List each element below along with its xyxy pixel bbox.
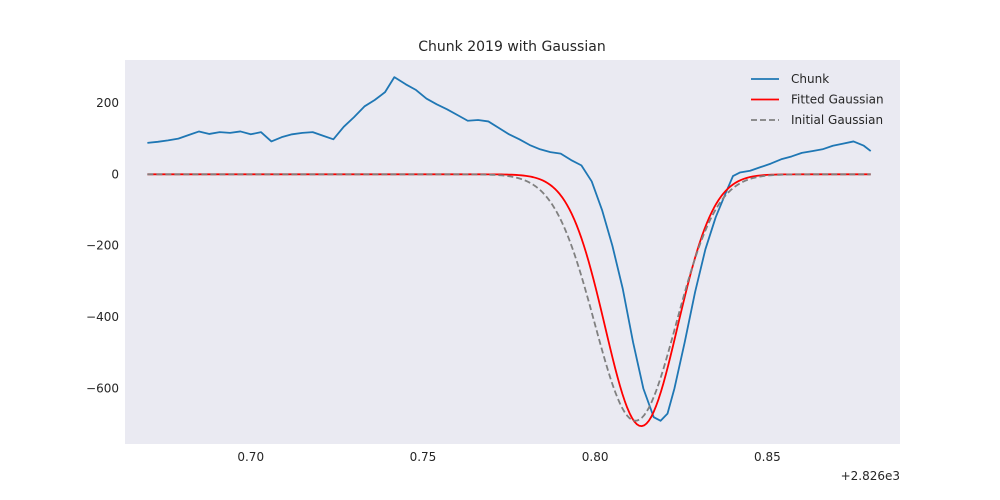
chart-title: Chunk 2019 with Gaussian xyxy=(418,39,605,55)
y-tick-label: −600 xyxy=(86,382,119,396)
y-tick-labels: 200 0 −200 −400 −600 xyxy=(86,96,119,396)
y-tick-label: 200 xyxy=(96,96,119,110)
plot-area-background xyxy=(125,60,900,444)
series-line-initial-gaussian xyxy=(147,173,871,422)
legend-label: Fitted Gaussian xyxy=(791,93,884,107)
legend-label: Initial Gaussian xyxy=(791,113,883,127)
x-tick-label: 0.70 xyxy=(237,450,264,464)
series-line-chunk xyxy=(147,76,872,422)
x-tick-label: 0.85 xyxy=(754,450,781,464)
y-tick-label: −200 xyxy=(86,239,119,253)
y-tick-label: 0 xyxy=(111,167,119,181)
legend: Chunk Fitted Gaussian Initial Gaussian xyxy=(751,72,884,127)
legend-label: Chunk xyxy=(791,72,829,86)
x-tick-label: 0.75 xyxy=(410,450,437,464)
x-tick-labels: 0.70 0.75 0.80 0.85 xyxy=(237,450,780,464)
x-tick-label: 0.80 xyxy=(582,450,609,464)
series-layer xyxy=(147,76,872,428)
x-offset-label: +2.826e3 xyxy=(841,469,900,483)
y-tick-label: −400 xyxy=(86,310,119,324)
